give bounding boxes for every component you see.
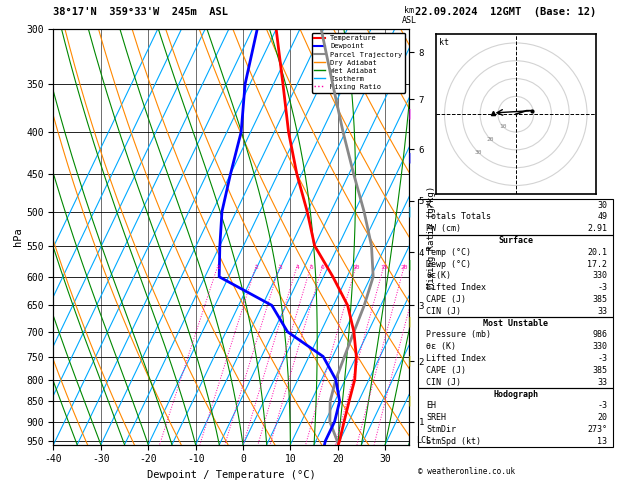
Text: 15: 15 <box>381 265 388 270</box>
Text: 20.1: 20.1 <box>587 248 608 257</box>
Text: 10: 10 <box>353 265 360 270</box>
Y-axis label: hPa: hPa <box>13 227 23 246</box>
Text: 330: 330 <box>593 272 608 280</box>
X-axis label: Dewpoint / Temperature (°C): Dewpoint / Temperature (°C) <box>147 470 316 480</box>
Text: 5: 5 <box>309 265 313 270</box>
Text: 10: 10 <box>499 124 507 129</box>
Text: 33: 33 <box>598 307 608 316</box>
Text: Hodograph: Hodograph <box>493 389 538 399</box>
Text: 385: 385 <box>593 366 608 375</box>
Text: θε (K): θε (K) <box>426 342 456 351</box>
Text: SREH: SREH <box>426 413 446 422</box>
Text: Dewp (°C): Dewp (°C) <box>426 260 471 269</box>
Text: 38°17'N  359°33'W  245m  ASL: 38°17'N 359°33'W 245m ASL <box>53 7 228 17</box>
Text: |: | <box>406 356 413 366</box>
Text: |: | <box>406 108 413 119</box>
Text: K: K <box>426 201 431 209</box>
Text: 22.09.2024  12GMT  (Base: 12): 22.09.2024 12GMT (Base: 12) <box>415 7 596 17</box>
Y-axis label: Mixing Ratio (g/kg): Mixing Ratio (g/kg) <box>426 186 436 288</box>
Text: |: | <box>406 316 413 327</box>
Text: 273°: 273° <box>587 425 608 434</box>
Text: Surface: Surface <box>498 236 533 245</box>
Text: Temp (°C): Temp (°C) <box>426 248 471 257</box>
Text: |: | <box>406 260 413 270</box>
Text: θε(K): θε(K) <box>426 272 451 280</box>
Text: 17.2: 17.2 <box>587 260 608 269</box>
Text: StmDir: StmDir <box>426 425 456 434</box>
Text: 20: 20 <box>401 265 408 270</box>
Text: 13: 13 <box>598 437 608 446</box>
Text: 1: 1 <box>216 265 220 270</box>
Text: 49: 49 <box>598 212 608 222</box>
Text: 6: 6 <box>321 265 325 270</box>
Text: |: | <box>406 207 413 217</box>
Text: StmSpd (kt): StmSpd (kt) <box>426 437 481 446</box>
Text: 330: 330 <box>593 342 608 351</box>
Text: CAPE (J): CAPE (J) <box>426 366 466 375</box>
Text: 2: 2 <box>255 265 259 270</box>
Text: Pressure (mb): Pressure (mb) <box>426 330 491 340</box>
Text: LCL: LCL <box>416 435 431 445</box>
Text: -3: -3 <box>598 401 608 410</box>
Text: |: | <box>406 153 413 163</box>
Text: Lifted Index: Lifted Index <box>426 283 486 292</box>
Text: 4: 4 <box>296 265 299 270</box>
Text: |: | <box>406 396 413 406</box>
Bar <box>418 199 613 235</box>
Text: 30: 30 <box>598 201 608 209</box>
Text: CIN (J): CIN (J) <box>426 307 461 316</box>
Text: CAPE (J): CAPE (J) <box>426 295 466 304</box>
Text: 20: 20 <box>487 137 494 142</box>
Text: -3: -3 <box>598 283 608 292</box>
Text: EH: EH <box>426 401 436 410</box>
Text: kt: kt <box>439 37 449 47</box>
Text: -3: -3 <box>598 354 608 363</box>
Text: 30: 30 <box>474 150 482 155</box>
Text: 986: 986 <box>593 330 608 340</box>
Text: 385: 385 <box>593 295 608 304</box>
Text: © weatheronline.co.uk: © weatheronline.co.uk <box>418 467 515 476</box>
Bar <box>418 388 613 447</box>
Text: Most Unstable: Most Unstable <box>483 319 548 328</box>
Text: 3: 3 <box>278 265 282 270</box>
Text: km
ASL: km ASL <box>401 6 416 25</box>
Bar <box>418 235 613 317</box>
Text: CIN (J): CIN (J) <box>426 378 461 387</box>
Text: PW (cm): PW (cm) <box>426 224 461 233</box>
Text: 2.91: 2.91 <box>587 224 608 233</box>
Text: 33: 33 <box>598 378 608 387</box>
Text: Totals Totals: Totals Totals <box>426 212 491 222</box>
Text: Lifted Index: Lifted Index <box>426 354 486 363</box>
Text: 20: 20 <box>598 413 608 422</box>
Bar <box>418 317 613 388</box>
Legend: Temperature, Dewpoint, Parcel Trajectory, Dry Adiabat, Wet Adiabat, Isotherm, Mi: Temperature, Dewpoint, Parcel Trajectory… <box>311 33 405 93</box>
